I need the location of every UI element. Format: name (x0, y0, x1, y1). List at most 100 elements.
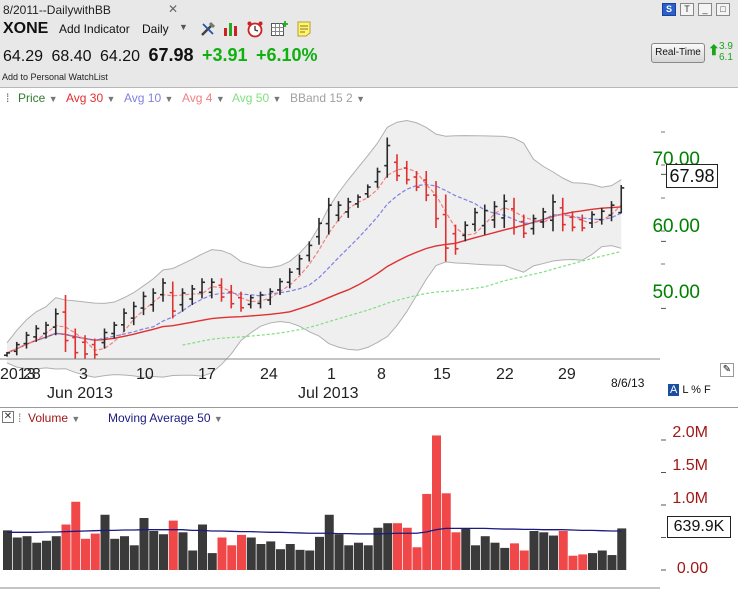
price-tick-label: 50.00 (652, 282, 700, 303)
volume-bar (510, 543, 519, 570)
grip-icon[interactable]: ⁞ (6, 91, 10, 105)
volume-bar (324, 514, 334, 570)
scale-options[interactable]: L % F (682, 384, 711, 396)
ohlc-bar (501, 194, 508, 228)
grip-icon[interactable]: ⁞ (18, 411, 22, 425)
close-tab-icon[interactable]: ✕ (168, 2, 179, 16)
ohlc-bar (267, 288, 274, 306)
ohlc-bar (394, 154, 400, 182)
symbol-label[interactable]: XONE (3, 20, 49, 37)
chevron-down-icon[interactable]: ▼ (356, 94, 365, 104)
add-indicator-button[interactable]: Add Indicator (59, 22, 130, 36)
ohlc-bar (325, 197, 332, 235)
date-tick-label: 17 (198, 366, 216, 383)
volume-bar (480, 536, 490, 570)
chevron-down-icon[interactable]: ▼ (179, 22, 188, 32)
volume-bar (373, 527, 383, 570)
legend-avg10[interactable]: Avg 10 ▼ (124, 91, 173, 105)
legend-volume[interactable]: Volume ▼ (28, 411, 80, 425)
ohlc-bar (23, 331, 30, 349)
legend-volume-ma[interactable]: Moving Average 50 ▼ (108, 411, 223, 425)
ohlc-bar (72, 328, 79, 359)
ohlc-bar (296, 254, 303, 275)
volume-bar (81, 538, 90, 570)
ohlc-bar (384, 137, 391, 178)
chevron-down-icon[interactable]: ▼ (48, 94, 58, 104)
chevron-down-icon[interactable]: ▼ (215, 94, 225, 104)
volume-bar (588, 553, 597, 570)
volume-bar (393, 523, 402, 570)
chevron-down-icon[interactable]: ▼ (164, 94, 174, 104)
volume-bar (315, 536, 324, 570)
bollinger-band-fill (7, 120, 622, 378)
volume-tick-label: 1.0M (672, 490, 708, 507)
volume-bar (227, 545, 237, 570)
volume-bar (568, 555, 578, 570)
avg4-line (6, 167, 622, 354)
tools-icon[interactable] (199, 20, 217, 38)
grid-add-icon[interactable] (270, 20, 288, 38)
date-tick-label: Jul 2013 (298, 385, 359, 402)
volume-bar (529, 531, 539, 570)
volume-bar (461, 528, 471, 570)
ohlc-bar (452, 224, 459, 255)
pencil-icon[interactable]: ✎ (720, 363, 734, 377)
real-time-button[interactable]: Real-Time (651, 43, 705, 63)
notes-icon[interactable] (295, 20, 313, 38)
close-icon[interactable]: ✕ (2, 411, 14, 423)
volume-bar (217, 537, 227, 570)
volume-tick-label: 0.00 (676, 560, 708, 577)
legend-avg50[interactable]: Avg 50 ▼ (232, 91, 281, 105)
scale-toggle[interactable]: A L % F (668, 384, 711, 396)
legend-avg4[interactable]: Avg 4 ▼ (182, 91, 225, 105)
legend-avg30[interactable]: Avg 30 ▼ (66, 91, 115, 105)
volume-bar (432, 435, 441, 570)
ohlc-bar (140, 291, 147, 316)
volume-bar (42, 540, 51, 570)
date-tick-label: 8 (377, 366, 386, 383)
date-tick-label: 28 (23, 366, 41, 383)
high-price: 68.40 (51, 48, 92, 65)
volume-ma-line (7, 527, 622, 535)
quote-row: 64.29 68.40 64.20 67.98 +3.91 +6.10% (3, 45, 322, 66)
volume-bar (256, 544, 266, 570)
ohlc-bar (286, 268, 293, 289)
share-icon[interactable]: S (662, 3, 676, 16)
ohlc-bar (179, 288, 186, 312)
real-time-change-points: 3.9 (719, 41, 733, 52)
chevron-down-icon[interactable]: ▼ (213, 414, 223, 424)
chevron-down-icon[interactable]: ▼ (71, 414, 81, 424)
dropdown-menu-icon[interactable]: T (680, 3, 694, 16)
ohlc-bar (189, 284, 196, 306)
ohlc-bar (43, 321, 49, 339)
legend-price[interactable]: Price ▼ (18, 91, 58, 105)
add-to-watchlist-link[interactable]: Add to Personal WatchList (2, 72, 108, 82)
chevron-down-icon[interactable]: ▼ (272, 94, 282, 104)
arithmetic-scale-toggle[interactable]: A (668, 384, 680, 396)
date-tick-label: Jun 2013 (47, 385, 113, 402)
volume-bar (32, 542, 42, 570)
volume-bar (246, 537, 256, 570)
maximize-icon[interactable]: □ (716, 3, 730, 16)
ohlc-bar (472, 207, 478, 232)
legend-bband[interactable]: BBand 15 2 ▼ (290, 91, 365, 105)
volume-bar (597, 550, 607, 570)
volume-bar (3, 530, 12, 570)
minimize-icon[interactable]: _ (698, 3, 712, 16)
period-select[interactable]: Daily (142, 22, 169, 36)
ohlc-bar (218, 278, 225, 302)
volume-bar (471, 545, 480, 570)
alarm-clock-icon[interactable] (246, 20, 264, 38)
chevron-down-icon[interactable]: ▼ (106, 94, 116, 104)
volume-bar (607, 555, 617, 570)
volume-bar (402, 527, 412, 570)
ohlc-bar (364, 184, 371, 198)
ohlc-bar (550, 194, 556, 232)
chart-tab-title[interactable]: 8/2011--DailywithBB (3, 3, 111, 17)
ohlc-bar (511, 197, 517, 235)
current-date: 8/6/13 (611, 376, 645, 390)
bar-chart-icon[interactable] (222, 20, 240, 38)
volume-bar (558, 531, 568, 570)
ohlc-bar (199, 278, 205, 299)
